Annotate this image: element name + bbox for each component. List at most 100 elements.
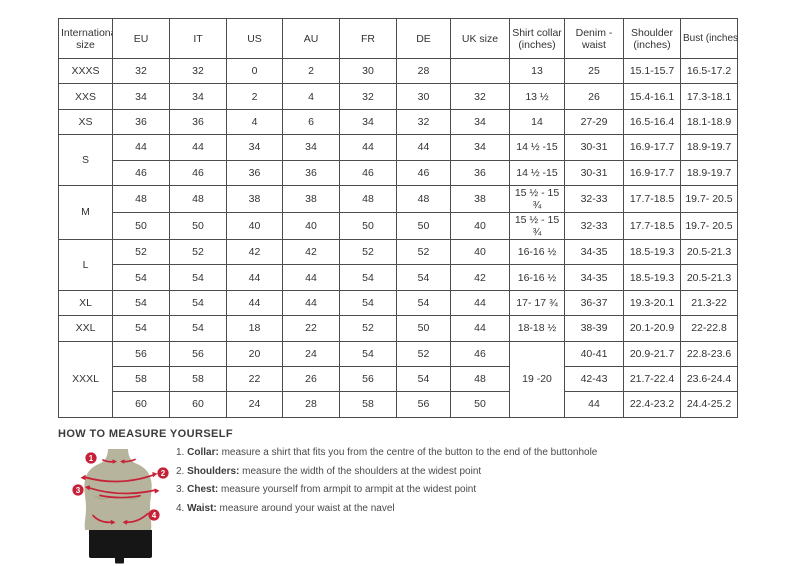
size-cell: 30-31 — [564, 159, 624, 186]
size-cell: 42-43 — [564, 365, 624, 393]
step-number: 2. — [176, 465, 188, 477]
size-cell: 26 — [564, 83, 624, 110]
table-row: 46 46 36 36 46 46 36 14 ½ -15 30-31 16.9-17.7 18.9… — [59, 159, 738, 186]
size-cell: 6 — [282, 108, 340, 136]
size-cell: 27-29 — [564, 108, 624, 136]
size-cell: 36 — [226, 159, 283, 186]
size-cell: 19 -20 — [509, 340, 565, 418]
size-cell: 56 — [112, 340, 170, 367]
size-cell: 2 — [226, 83, 283, 110]
measure-step: 4. Waist: measure around your waist at t… — [176, 500, 597, 519]
column-header: US — [226, 18, 283, 59]
size-cell: 48 — [169, 184, 227, 213]
size-cell: 20 — [226, 340, 283, 367]
size-cell: 20.5-21.3 — [680, 264, 738, 291]
measure-marker-2: 2 — [157, 467, 169, 479]
size-cell: 54 — [339, 340, 397, 367]
size-cell: 52 — [396, 238, 451, 266]
column-header: IT — [169, 18, 227, 59]
size-group-label: M — [58, 184, 113, 240]
column-header: Shoulder (inches) — [623, 18, 681, 59]
size-cell: 0 — [226, 57, 283, 85]
size-group-label: XS — [58, 108, 113, 136]
size-cell: 38-39 — [564, 315, 624, 342]
size-cell: 14 ½ -15 — [509, 134, 565, 161]
size-cell: 56 — [396, 391, 451, 418]
size-cell: 44 — [112, 134, 170, 161]
svg-text:2: 2 — [161, 469, 166, 478]
size-cell: 34 — [450, 108, 510, 136]
size-cell: 26 — [282, 365, 340, 393]
size-cell: 50 — [339, 211, 397, 240]
measure-steps-list: 1. Collar: measure a shirt that fits you… — [176, 444, 597, 518]
size-cell: 54 — [396, 365, 451, 393]
size-cell: 32-33 — [564, 184, 624, 213]
measurement-lines — [83, 458, 157, 524]
table-row: 60 60 24 28 58 56 50 44 22.4-23.2 24.4-25.2 — [59, 391, 738, 418]
size-cell: 46 — [396, 159, 451, 186]
size-cell: 15.1-15.7 — [623, 57, 681, 85]
size-cell: 14 — [509, 108, 565, 136]
size-cell: 34 — [226, 134, 283, 161]
size-cell: 52 — [396, 340, 451, 367]
size-cell: 34 — [282, 134, 340, 161]
size-cell: 16.9-17.7 — [623, 134, 681, 161]
size-cell: 16.9-17.7 — [623, 159, 681, 186]
step-number: 1. — [176, 447, 188, 458]
size-cell: 22 — [282, 315, 340, 342]
size-cell: 50 — [450, 391, 510, 418]
size-cell: 50 — [396, 211, 451, 240]
measurement-arrowheads — [80, 459, 160, 525]
size-cell: 30 — [396, 83, 451, 110]
size-cell: 44 — [339, 134, 397, 161]
size-cell: 44 — [226, 289, 283, 317]
size-group-label: XXXS — [58, 57, 113, 85]
mannequin-illustration: 1 2 3 4 — [72, 449, 169, 564]
size-cell: 32 — [396, 108, 451, 136]
size-cell: 34 — [112, 83, 170, 110]
size-cell: 18.1-18.9 — [680, 108, 738, 136]
column-header: EU — [112, 18, 170, 59]
size-cell: 15.4-16.1 — [623, 83, 681, 110]
size-cell: 54 — [112, 264, 170, 291]
table-row: 58 58 22 26 56 54 48 42-43 21.7-22.4 23.6-24.4 — [59, 365, 738, 393]
size-cell: 22 — [226, 365, 283, 393]
size-cell: 44 — [396, 134, 451, 161]
size-cell: 56 — [169, 340, 227, 367]
size-cell: 44 — [564, 391, 624, 418]
size-cell: 38 — [226, 184, 283, 213]
size-cell: 40 — [226, 211, 283, 240]
size-cell: 28 — [396, 57, 451, 85]
size-cell: 14 ½ -15 — [509, 159, 565, 186]
size-cell: 58 — [169, 365, 227, 393]
size-cell: 42 — [282, 238, 340, 266]
size-cell: 60 — [169, 391, 227, 418]
size-cell: 32 — [169, 57, 227, 85]
step-number: 4. — [176, 502, 188, 514]
size-cell: 36-37 — [564, 289, 624, 317]
size-group-label: XXXL — [58, 340, 113, 418]
size-cell: 54 — [169, 315, 227, 342]
size-cell: 44 — [169, 134, 227, 161]
table-row: M 48 48 38 38 48 48 38 15 ½ - 15 ¾ 32-33 17.7-18.5… — [58, 184, 738, 240]
size-cell: 40 — [282, 211, 340, 240]
size-cell: 52 — [339, 315, 397, 342]
size-group-label: XXS — [58, 83, 113, 110]
size-cell: 30-31 — [564, 134, 624, 161]
size-group-label: S — [58, 134, 113, 186]
step-text: measure around your waist at the navel — [216, 502, 395, 514]
size-cell: 36 — [282, 159, 340, 186]
size-cell: 36 — [450, 159, 510, 186]
size-cell: 18.9-19.7 — [680, 134, 738, 161]
size-cell — [450, 57, 510, 85]
step-label: Waist: — [187, 502, 217, 514]
size-cell: 24.4-25.2 — [680, 391, 738, 418]
column-header: UK size — [450, 18, 510, 59]
step-number: 3. — [176, 484, 188, 495]
size-cell: 56 — [339, 365, 397, 393]
size-cell: 16-16 ½ — [509, 264, 565, 291]
size-cell: 18.5-19.3 — [623, 264, 681, 291]
size-cell: 44 — [450, 315, 510, 342]
size-cell: 58 — [339, 391, 397, 418]
